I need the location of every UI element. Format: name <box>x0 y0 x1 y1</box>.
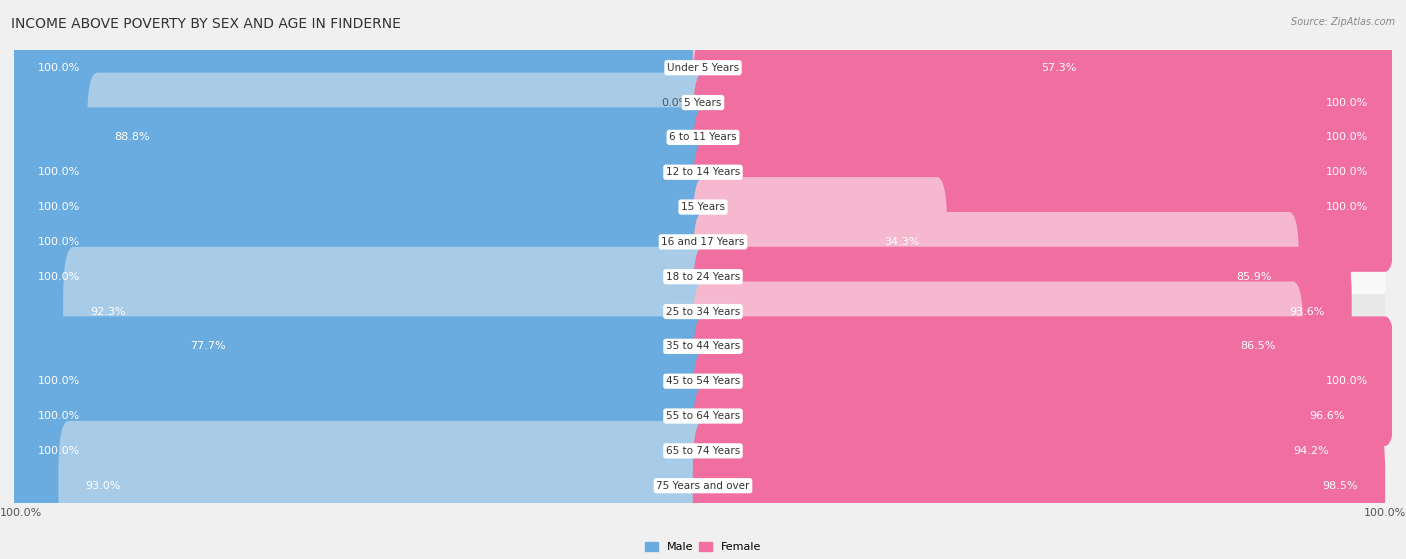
Text: 100.0%: 100.0% <box>38 237 80 247</box>
FancyBboxPatch shape <box>693 142 1395 272</box>
Text: 100.0%: 100.0% <box>38 446 80 456</box>
FancyBboxPatch shape <box>87 73 713 202</box>
FancyBboxPatch shape <box>21 468 1385 503</box>
Text: 25 to 34 Years: 25 to 34 Years <box>666 306 740 316</box>
Text: 0.0%: 0.0% <box>661 98 689 107</box>
Text: 45 to 54 Years: 45 to 54 Years <box>666 376 740 386</box>
FancyBboxPatch shape <box>59 421 713 551</box>
FancyBboxPatch shape <box>11 177 713 307</box>
FancyBboxPatch shape <box>21 364 1385 398</box>
Text: Source: ZipAtlas.com: Source: ZipAtlas.com <box>1291 17 1395 27</box>
Text: 96.6%: 96.6% <box>1309 411 1346 421</box>
FancyBboxPatch shape <box>21 120 1385 154</box>
FancyBboxPatch shape <box>693 351 1372 481</box>
Text: 100.0%: 100.0% <box>38 202 80 212</box>
FancyBboxPatch shape <box>693 38 1395 167</box>
Text: 35 to 44 Years: 35 to 44 Years <box>666 342 740 352</box>
FancyBboxPatch shape <box>21 434 1385 468</box>
Text: 98.5%: 98.5% <box>1322 481 1358 491</box>
Text: 100.0%: 100.0% <box>1326 376 1368 386</box>
Text: 100.0%: 100.0% <box>38 272 80 282</box>
Text: 57.3%: 57.3% <box>1042 63 1077 73</box>
Text: Under 5 Years: Under 5 Years <box>666 63 740 73</box>
Text: 16 and 17 Years: 16 and 17 Years <box>661 237 745 247</box>
Text: 100.0%: 100.0% <box>1326 167 1368 177</box>
FancyBboxPatch shape <box>21 225 1385 259</box>
Text: 18 to 24 Years: 18 to 24 Years <box>666 272 740 282</box>
Text: 6 to 11 Years: 6 to 11 Years <box>669 132 737 143</box>
Text: 88.8%: 88.8% <box>114 132 150 143</box>
FancyBboxPatch shape <box>21 51 1385 85</box>
FancyBboxPatch shape <box>693 282 1303 411</box>
FancyBboxPatch shape <box>11 316 713 446</box>
FancyBboxPatch shape <box>11 212 713 342</box>
Text: 65 to 74 Years: 65 to 74 Years <box>666 446 740 456</box>
Text: 34.3%: 34.3% <box>884 237 920 247</box>
Text: INCOME ABOVE POVERTY BY SEX AND AGE IN FINDERNE: INCOME ABOVE POVERTY BY SEX AND AGE IN F… <box>11 17 401 31</box>
Text: 92.3%: 92.3% <box>90 306 127 316</box>
FancyBboxPatch shape <box>693 73 1395 202</box>
FancyBboxPatch shape <box>21 295 1385 329</box>
FancyBboxPatch shape <box>11 142 713 272</box>
FancyBboxPatch shape <box>693 386 1355 515</box>
FancyBboxPatch shape <box>693 3 1104 132</box>
FancyBboxPatch shape <box>21 399 1385 433</box>
Text: 100.0%: 100.0% <box>38 411 80 421</box>
Text: 100.0%: 100.0% <box>38 167 80 177</box>
Text: 100.0%: 100.0% <box>38 63 80 73</box>
Text: 86.5%: 86.5% <box>1240 342 1277 352</box>
Text: 5 Years: 5 Years <box>685 98 721 107</box>
FancyBboxPatch shape <box>693 177 948 307</box>
FancyBboxPatch shape <box>693 212 1299 342</box>
FancyBboxPatch shape <box>693 316 1395 446</box>
Text: 94.2%: 94.2% <box>1294 446 1329 456</box>
FancyBboxPatch shape <box>693 107 1395 237</box>
Text: 100.0%: 100.0% <box>1326 202 1368 212</box>
FancyBboxPatch shape <box>63 247 713 376</box>
Text: 93.6%: 93.6% <box>1289 306 1324 316</box>
FancyBboxPatch shape <box>693 247 1351 376</box>
FancyBboxPatch shape <box>11 386 713 515</box>
Text: 100.0%: 100.0% <box>38 376 80 386</box>
FancyBboxPatch shape <box>21 329 1385 363</box>
Text: 100.0%: 100.0% <box>1326 98 1368 107</box>
Text: 85.9%: 85.9% <box>1236 272 1272 282</box>
FancyBboxPatch shape <box>163 282 713 411</box>
FancyBboxPatch shape <box>11 107 713 237</box>
Text: 15 Years: 15 Years <box>681 202 725 212</box>
FancyBboxPatch shape <box>21 155 1385 190</box>
FancyBboxPatch shape <box>11 3 713 132</box>
FancyBboxPatch shape <box>693 421 1385 551</box>
Text: 93.0%: 93.0% <box>86 481 121 491</box>
FancyBboxPatch shape <box>21 86 1385 120</box>
FancyBboxPatch shape <box>11 351 713 481</box>
Text: 75 Years and over: 75 Years and over <box>657 481 749 491</box>
FancyBboxPatch shape <box>21 190 1385 224</box>
Text: 55 to 64 Years: 55 to 64 Years <box>666 411 740 421</box>
Text: 12 to 14 Years: 12 to 14 Years <box>666 167 740 177</box>
Legend: Male, Female: Male, Female <box>640 537 766 556</box>
FancyBboxPatch shape <box>21 259 1385 294</box>
Text: 100.0%: 100.0% <box>1326 132 1368 143</box>
Text: 77.7%: 77.7% <box>190 342 226 352</box>
